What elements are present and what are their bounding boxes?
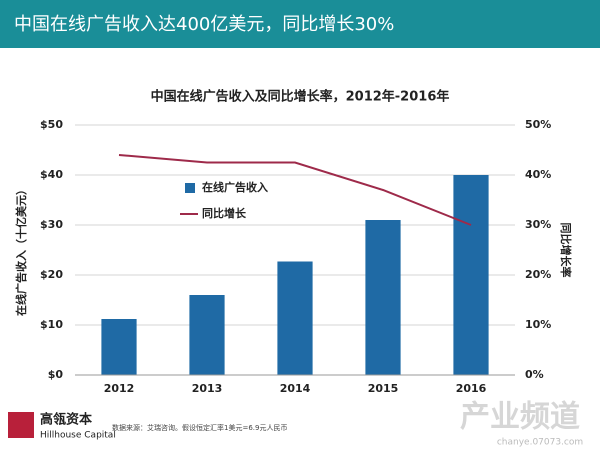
legend-swatch	[185, 183, 195, 193]
y2-axis-label: 同比增长率	[559, 223, 573, 278]
watermark-title: 产业频道	[460, 400, 580, 435]
y2-tick-label: 20%	[525, 268, 551, 281]
x-tick-label: 2013	[192, 382, 223, 395]
y2-tick-label: 0%	[525, 368, 544, 381]
line	[118, 154, 472, 226]
x-tick-label: 2014	[280, 382, 311, 395]
bar	[277, 261, 313, 375]
header-title: 中国在线广告收入达400亿美元，同比增长30%	[14, 14, 394, 35]
y2-tick-label: 30%	[525, 218, 551, 231]
legend-label: 在线广告收入	[202, 180, 268, 194]
logo-en: Hillhouse Capital	[40, 431, 116, 441]
y-tick-label: $20	[40, 268, 63, 281]
bar	[453, 175, 489, 375]
y-tick-label: $30	[40, 218, 63, 231]
logo: 高瓴资本	[40, 412, 92, 428]
watermark-url: chanye.07073.com	[497, 438, 583, 448]
x-tick-label: 2016	[456, 382, 487, 395]
legend-label: 同比增长	[202, 206, 247, 220]
bar	[365, 220, 401, 375]
y-axis-label: 在线广告收入（十亿美元）	[14, 184, 28, 316]
y-tick-label: $40	[40, 168, 63, 181]
y2-tick-label: 40%	[525, 168, 551, 181]
y-tick-label: $50	[40, 118, 63, 131]
y2-tick-label: 10%	[525, 318, 551, 331]
bar	[101, 319, 137, 375]
x-tick-label: 2015	[368, 382, 399, 395]
source-note: 数据来源：艾瑞咨询。假设恒定汇率1美元=6.9元人民币	[112, 423, 287, 432]
header-band	[0, 0, 600, 48]
chart-title: 中国在线广告收入及同比增长率，2012年-2016年	[151, 89, 450, 105]
y2-tick-label: 50%	[525, 118, 551, 131]
bar	[189, 295, 225, 375]
y-tick-label: $10	[40, 318, 63, 331]
logo-mark	[8, 412, 34, 438]
y-tick-label: $0	[48, 368, 64, 381]
x-tick-label: 2012	[104, 382, 135, 395]
